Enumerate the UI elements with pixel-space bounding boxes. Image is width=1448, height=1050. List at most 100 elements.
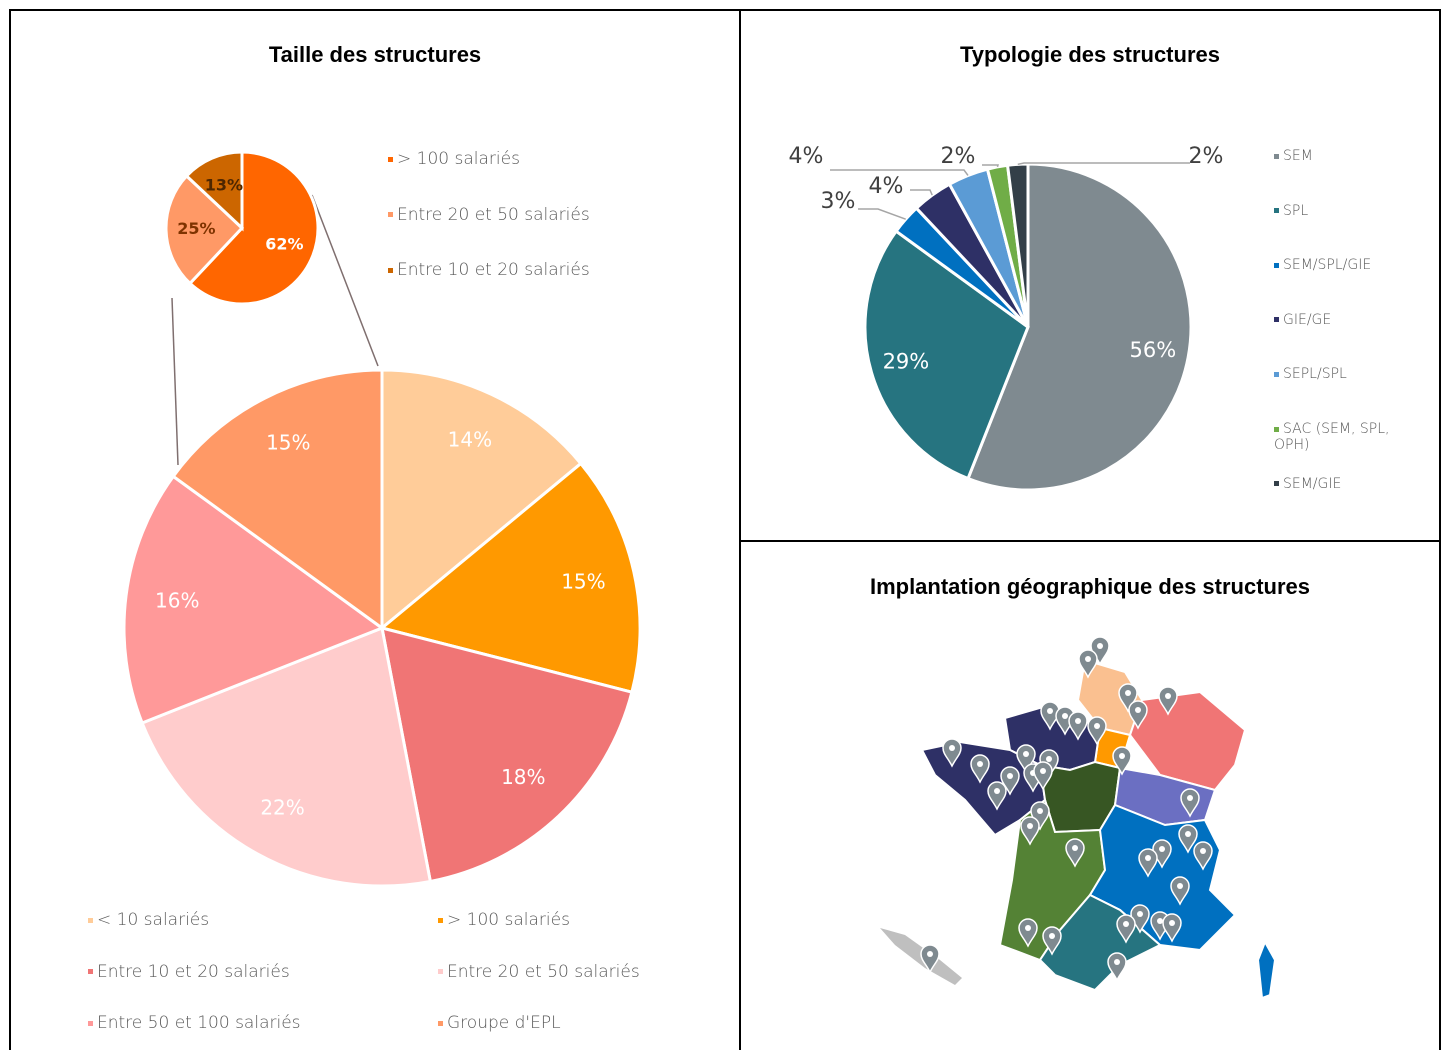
leader-line [830, 169, 969, 176]
location-pin [920, 944, 940, 974]
pin-dot [1159, 846, 1165, 852]
pin-dot [994, 788, 1000, 794]
legend-swatch [1274, 262, 1279, 268]
legend-swatch [1274, 481, 1279, 487]
location-pin [1170, 876, 1190, 906]
pie-slice [184, 150, 244, 232]
pin-dot [1200, 848, 1206, 854]
pin-dot [949, 745, 955, 751]
chart-title: Typologie des structures [960, 42, 1220, 67]
panel-borders [9, 9, 1441, 1050]
pin-dot [1007, 773, 1013, 779]
data-label: 14% [448, 428, 492, 452]
data-label: 15% [266, 431, 310, 455]
pin-dot [1025, 925, 1031, 931]
pin-dot [1037, 808, 1043, 814]
legend-label: SAC (SEM, SPL, OPH) [1274, 421, 1390, 453]
pin-dot [1185, 831, 1191, 837]
legend-item: < 10 salariés [88, 910, 388, 930]
legend-item: SAC (SEM, SPL, OPH) [1274, 421, 1404, 453]
legend-label: SPL [1283, 202, 1309, 219]
location-pin [970, 754, 990, 784]
data-label: 62% [265, 234, 303, 253]
connector [171, 297, 179, 466]
legend-label: GIE/GE [1283, 311, 1332, 328]
pin-dot [1114, 959, 1120, 965]
pin-dot [1027, 823, 1033, 829]
location-pin [942, 738, 962, 768]
location-pin [1158, 686, 1178, 716]
legend-label: > 100 salariés [447, 910, 570, 930]
location-pin [1178, 824, 1198, 854]
leader-line [910, 189, 933, 196]
pie-slice [171, 368, 384, 631]
location-pin [1065, 838, 1085, 868]
legend-item: > 100 salariés [388, 151, 688, 168]
pin-dot [1097, 643, 1103, 649]
pin-dot [1157, 918, 1163, 924]
pin-dot [1137, 911, 1143, 917]
legend-swatch [438, 917, 443, 923]
data-label: 3% [821, 189, 856, 214]
pie-slice [122, 474, 386, 725]
legend-item: > 100 salariés [438, 910, 738, 930]
leader-line [1017, 162, 1190, 166]
legend-item: GIE/GE [1274, 312, 1404, 328]
legend-label: Entre 20 et 50 salariés [397, 204, 590, 225]
data-label: 2% [941, 144, 976, 169]
location-pin [1193, 841, 1213, 871]
legend-swatch [438, 1020, 443, 1026]
pie-slice [187, 150, 320, 306]
pin-dot [1040, 768, 1046, 774]
legend-item: Groupe d'EPL [438, 1015, 738, 1032]
legend-swatch [388, 267, 393, 273]
legend-item: SPL [1274, 203, 1404, 219]
pin-dot [1072, 845, 1078, 851]
location-pin [1020, 816, 1040, 846]
pin-dot [1169, 920, 1175, 926]
legend-item: Entre 50 et 100 salariés [88, 1015, 388, 1032]
legend-swatch [88, 969, 93, 974]
pie-slice [380, 625, 634, 884]
location-pin [1016, 744, 1036, 774]
data-label: 22% [260, 795, 304, 819]
location-pin [1118, 683, 1138, 713]
pin-dot [977, 761, 983, 767]
legend-swatch [1274, 153, 1279, 159]
location-pin [987, 781, 1007, 811]
location-pin [1068, 711, 1088, 741]
data-label: 2% [1189, 144, 1224, 169]
data-label: 56% [1130, 338, 1177, 362]
legend-item: SEM/GIE [1274, 476, 1404, 492]
pie-slice [863, 229, 1030, 481]
location-pin [1128, 700, 1148, 730]
data-label: 13% [205, 176, 243, 195]
legend-item: SEPL/SPL [1274, 366, 1404, 382]
chart-title: Taille des structures [269, 42, 481, 67]
pin-dot [1085, 656, 1091, 662]
legend-label: SEPL/SPL [1283, 366, 1347, 383]
pin-dot [1046, 756, 1052, 762]
location-pin [1087, 716, 1107, 746]
legend-label: SEM/GIE [1283, 475, 1342, 492]
pin-dot [1125, 690, 1131, 696]
map-title: Implantation géographique des structures [870, 574, 1310, 599]
location-pin [1033, 761, 1053, 791]
legend-item: Entre 20 et 50 salariés [438, 963, 738, 980]
location-pin [1000, 766, 1020, 796]
pin-dot [927, 951, 933, 957]
pin-dot [1145, 855, 1151, 861]
location-pin [1162, 913, 1182, 943]
data-label: 4% [869, 174, 904, 199]
legend-label: < 10 salariés [97, 910, 210, 930]
pin-dot [1119, 753, 1125, 759]
pin-dot [1047, 708, 1053, 714]
legend-label: Entre 10 et 20 salariés [97, 961, 290, 982]
pie-slice [966, 162, 1193, 492]
legend-label: SEM [1283, 148, 1313, 164]
location-pin [1138, 848, 1158, 878]
legend-item: SEM [1274, 148, 1404, 164]
legend-swatch [1274, 371, 1279, 377]
